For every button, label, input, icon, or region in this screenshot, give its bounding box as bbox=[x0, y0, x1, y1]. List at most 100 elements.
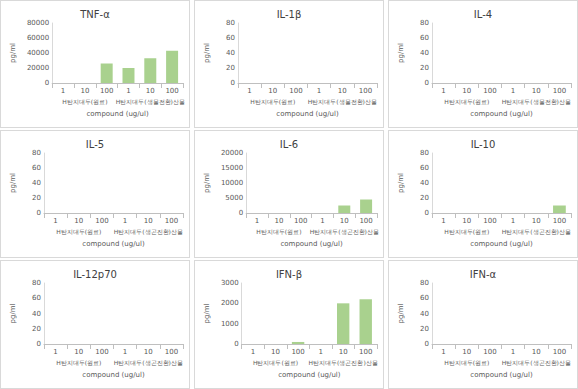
svg-text:10: 10 bbox=[144, 348, 153, 356]
svg-text:H탄지대두(생곤진환)산물: H탄지대두(생곤진환)산물 bbox=[309, 359, 378, 366]
svg-text:20: 20 bbox=[420, 194, 429, 202]
svg-text:10: 10 bbox=[144, 217, 153, 225]
svg-text:10: 10 bbox=[274, 217, 283, 225]
svg-text:compound (ug/ul): compound (ug/ul) bbox=[82, 240, 145, 248]
svg-text:1: 1 bbox=[126, 87, 130, 95]
svg-text:1: 1 bbox=[511, 348, 515, 356]
svg-text:H탄지대두(원료): H탄지대두(원료) bbox=[444, 359, 489, 366]
svg-text:1: 1 bbox=[511, 87, 515, 95]
svg-text:0: 0 bbox=[239, 209, 243, 217]
svg-text:compound (ug/ul): compound (ug/ul) bbox=[470, 371, 533, 379]
svg-text:10: 10 bbox=[338, 87, 347, 95]
svg-text:40: 40 bbox=[420, 310, 429, 318]
svg-text:H탄지대두(원료): H탄지대두(원료) bbox=[253, 359, 298, 366]
svg-text:100: 100 bbox=[483, 217, 496, 225]
svg-text:2000: 2000 bbox=[221, 299, 239, 307]
svg-text:0: 0 bbox=[37, 340, 41, 348]
svg-text:10: 10 bbox=[74, 348, 83, 356]
svg-text:100: 100 bbox=[483, 87, 496, 95]
svg-text:1: 1 bbox=[247, 87, 251, 95]
svg-text:20: 20 bbox=[32, 325, 41, 333]
svg-text:20: 20 bbox=[420, 64, 429, 72]
svg-text:H탄지대두(원료): H탄지대두(원료) bbox=[250, 98, 295, 105]
svg-text:compound (ug/ul): compound (ug/ul) bbox=[82, 371, 145, 379]
svg-text:100: 100 bbox=[95, 348, 108, 356]
svg-text:60: 60 bbox=[226, 34, 235, 42]
svg-text:40: 40 bbox=[420, 179, 429, 187]
svg-text:1: 1 bbox=[441, 348, 445, 356]
svg-text:1: 1 bbox=[255, 217, 259, 225]
svg-text:60: 60 bbox=[420, 164, 429, 172]
svg-text:100: 100 bbox=[165, 87, 178, 95]
svg-text:1: 1 bbox=[53, 217, 57, 225]
svg-text:1: 1 bbox=[317, 87, 321, 95]
svg-text:1: 1 bbox=[320, 217, 324, 225]
svg-text:pg/ml: pg/ml bbox=[203, 43, 211, 63]
svg-text:40: 40 bbox=[226, 49, 235, 57]
svg-text:10: 10 bbox=[340, 217, 349, 225]
svg-text:100: 100 bbox=[553, 348, 566, 356]
svg-text:60: 60 bbox=[420, 34, 429, 42]
svg-text:1: 1 bbox=[123, 217, 127, 225]
svg-text:100: 100 bbox=[553, 217, 566, 225]
svg-text:compound (ug/ul): compound (ug/ul) bbox=[276, 110, 339, 118]
svg-text:1: 1 bbox=[251, 348, 255, 356]
svg-text:TNF-α: TNF-α bbox=[79, 9, 110, 20]
svg-text:3000: 3000 bbox=[221, 279, 239, 287]
svg-text:15000: 15000 bbox=[221, 164, 243, 172]
svg-text:IFN-α: IFN-α bbox=[470, 269, 497, 280]
svg-text:10: 10 bbox=[462, 348, 471, 356]
svg-text:1000: 1000 bbox=[221, 320, 239, 328]
svg-text:60: 60 bbox=[32, 164, 41, 172]
svg-text:1: 1 bbox=[441, 87, 445, 95]
svg-text:0: 0 bbox=[234, 340, 238, 348]
svg-text:100: 100 bbox=[294, 217, 307, 225]
svg-text:10: 10 bbox=[532, 348, 541, 356]
svg-text:H탄지대두(원료): H탄지대두(원료) bbox=[56, 228, 101, 235]
svg-text:80: 80 bbox=[420, 279, 429, 287]
svg-text:10: 10 bbox=[462, 217, 471, 225]
svg-text:IL-1β: IL-1β bbox=[277, 9, 302, 20]
svg-text:compound (ug/ul): compound (ug/ul) bbox=[280, 240, 343, 248]
svg-text:60000: 60000 bbox=[27, 34, 49, 42]
svg-text:100: 100 bbox=[359, 217, 372, 225]
svg-text:100: 100 bbox=[289, 87, 302, 95]
svg-text:1: 1 bbox=[123, 348, 127, 356]
svg-text:pg/ml: pg/ml bbox=[397, 303, 405, 323]
svg-text:80: 80 bbox=[32, 149, 41, 157]
svg-text:100: 100 bbox=[100, 87, 113, 95]
svg-text:H탄지대두(생물전환)산물: H탄지대두(생물전환)산물 bbox=[308, 98, 377, 105]
svg-text:80000: 80000 bbox=[27, 19, 49, 27]
svg-text:compound (ug/ul): compound (ug/ul) bbox=[470, 110, 533, 118]
svg-text:10: 10 bbox=[74, 217, 83, 225]
svg-text:10: 10 bbox=[532, 217, 541, 225]
svg-text:100: 100 bbox=[553, 87, 566, 95]
svg-text:pg/ml: pg/ml bbox=[397, 43, 405, 63]
svg-text:10: 10 bbox=[271, 348, 280, 356]
svg-text:0: 0 bbox=[425, 79, 429, 87]
svg-text:1: 1 bbox=[318, 348, 322, 356]
svg-text:100: 100 bbox=[165, 217, 178, 225]
svg-text:IL-4: IL-4 bbox=[474, 9, 492, 20]
svg-text:pg/ml: pg/ml bbox=[9, 43, 17, 63]
svg-text:80: 80 bbox=[226, 19, 235, 27]
svg-text:10: 10 bbox=[80, 87, 89, 95]
svg-text:10: 10 bbox=[146, 87, 155, 95]
svg-text:H탄지대두(생곤진환)산물: H탄지대두(생곤진환)산물 bbox=[502, 359, 571, 366]
svg-text:40: 40 bbox=[420, 49, 429, 57]
svg-text:compound (ug/ul): compound (ug/ul) bbox=[470, 240, 533, 248]
svg-text:H탄지대두(원료): H탄지대두(원료) bbox=[56, 359, 101, 366]
svg-text:5000: 5000 bbox=[225, 194, 243, 202]
svg-text:100: 100 bbox=[359, 87, 372, 95]
svg-text:10: 10 bbox=[462, 87, 471, 95]
svg-text:100: 100 bbox=[95, 217, 108, 225]
svg-text:IFN-β: IFN-β bbox=[276, 269, 302, 280]
svg-text:pg/ml: pg/ml bbox=[9, 303, 17, 323]
svg-text:60: 60 bbox=[420, 294, 429, 302]
svg-text:20: 20 bbox=[420, 325, 429, 333]
svg-text:40000: 40000 bbox=[27, 49, 49, 57]
svg-text:compound (ug/ul): compound (ug/ul) bbox=[86, 110, 149, 118]
svg-text:10000: 10000 bbox=[221, 179, 243, 187]
svg-text:1: 1 bbox=[53, 348, 57, 356]
svg-text:H탄지대두(원료): H탄지대두(원료) bbox=[444, 228, 489, 235]
